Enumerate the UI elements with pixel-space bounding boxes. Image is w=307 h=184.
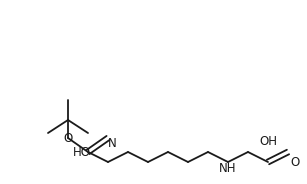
Text: N: N	[108, 137, 117, 150]
Text: OH: OH	[259, 135, 277, 148]
Text: O: O	[290, 155, 299, 169]
Text: NH: NH	[219, 162, 237, 175]
Text: HO: HO	[73, 146, 91, 158]
Text: O: O	[63, 132, 73, 144]
